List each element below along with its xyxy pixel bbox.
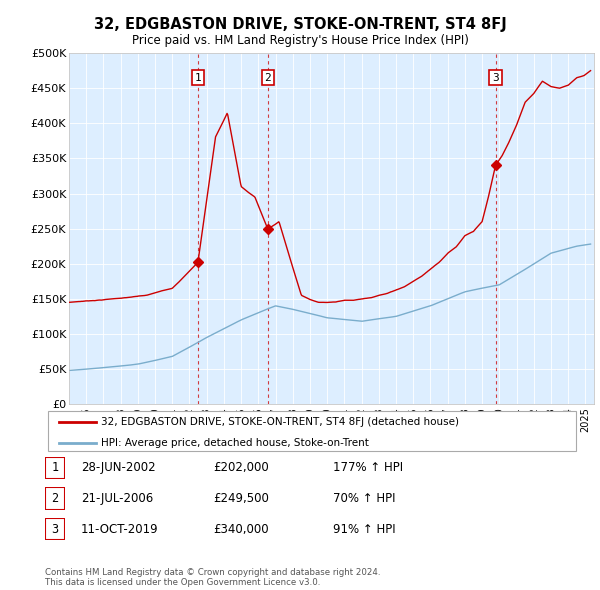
Text: £249,500: £249,500 xyxy=(213,492,269,505)
Text: 32, EDGBASTON DRIVE, STOKE-ON-TRENT, ST4 8FJ: 32, EDGBASTON DRIVE, STOKE-ON-TRENT, ST4… xyxy=(94,18,506,32)
Text: 3: 3 xyxy=(52,523,58,536)
Text: 28-JUN-2002: 28-JUN-2002 xyxy=(81,461,155,474)
Text: 1: 1 xyxy=(52,461,58,474)
Text: Contains HM Land Registry data © Crown copyright and database right 2024.
This d: Contains HM Land Registry data © Crown c… xyxy=(45,568,380,587)
Text: 70% ↑ HPI: 70% ↑ HPI xyxy=(333,492,395,505)
Text: 3: 3 xyxy=(492,73,499,83)
Text: 91% ↑ HPI: 91% ↑ HPI xyxy=(333,523,395,536)
Text: 21-JUL-2006: 21-JUL-2006 xyxy=(81,492,153,505)
FancyBboxPatch shape xyxy=(45,487,65,510)
Text: 11-OCT-2019: 11-OCT-2019 xyxy=(81,523,158,536)
Text: £202,000: £202,000 xyxy=(213,461,269,474)
Text: 1: 1 xyxy=(194,73,202,83)
Text: 2: 2 xyxy=(52,492,58,505)
Text: HPI: Average price, detached house, Stoke-on-Trent: HPI: Average price, detached house, Stok… xyxy=(101,438,368,448)
FancyBboxPatch shape xyxy=(45,518,65,540)
Text: 177% ↑ HPI: 177% ↑ HPI xyxy=(333,461,403,474)
Text: £340,000: £340,000 xyxy=(213,523,269,536)
FancyBboxPatch shape xyxy=(45,457,65,479)
Text: 2: 2 xyxy=(265,73,271,83)
FancyBboxPatch shape xyxy=(48,411,576,451)
Text: Price paid vs. HM Land Registry's House Price Index (HPI): Price paid vs. HM Land Registry's House … xyxy=(131,34,469,47)
Text: 32, EDGBASTON DRIVE, STOKE-ON-TRENT, ST4 8FJ (detached house): 32, EDGBASTON DRIVE, STOKE-ON-TRENT, ST4… xyxy=(101,417,459,427)
